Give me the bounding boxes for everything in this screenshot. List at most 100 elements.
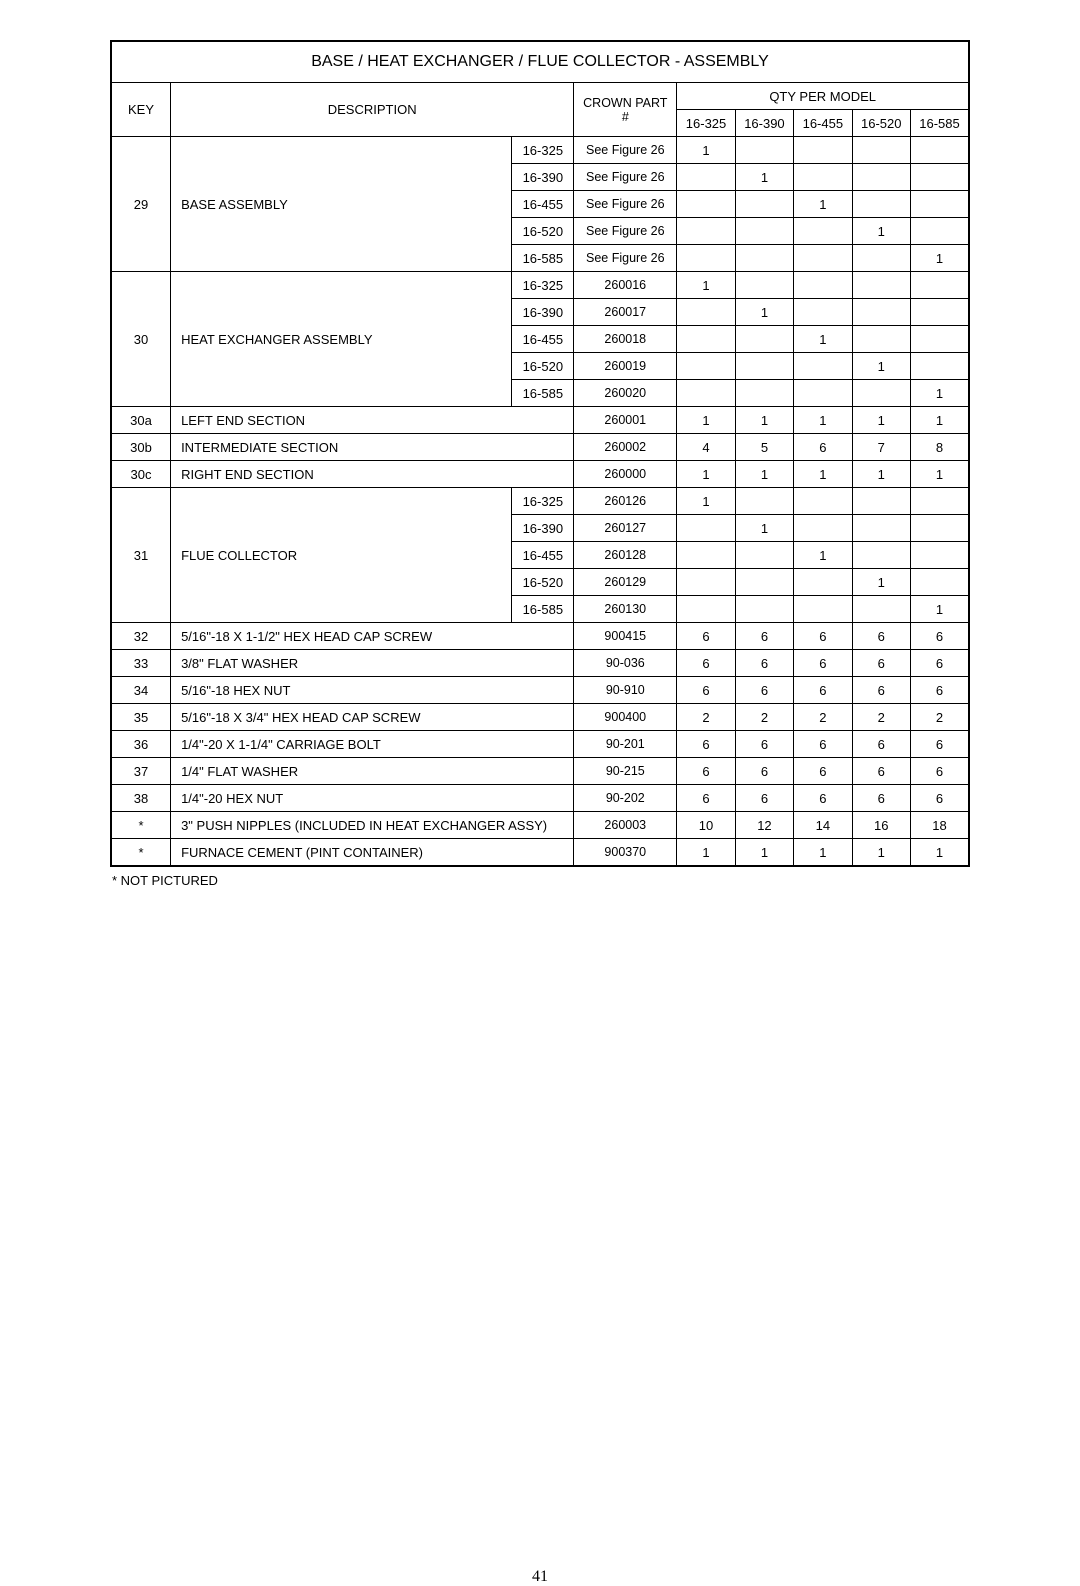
cell-qty [735, 191, 793, 218]
cell-qty: 6 [794, 677, 852, 704]
cell-key: 36 [111, 731, 171, 758]
cell-part: See Figure 26 [574, 137, 677, 164]
cell-qty: 1 [852, 569, 910, 596]
cell-qty [852, 164, 910, 191]
cell-qty: 6 [794, 434, 852, 461]
cell-part: 260003 [574, 812, 677, 839]
table-row: 34 5/16"-18 HEX NUT 90-910 6 6 6 6 6 [111, 677, 969, 704]
cell-qty: 6 [852, 785, 910, 812]
cell-qty [794, 272, 852, 299]
cell-key: * [111, 839, 171, 867]
cell-qty [677, 191, 735, 218]
cell-qty: 1 [910, 245, 969, 272]
cell-qty [677, 596, 735, 623]
cell-part: 260128 [574, 542, 677, 569]
cell-key: * [111, 812, 171, 839]
table-row: 33 3/8" FLAT WASHER 90-036 6 6 6 6 6 [111, 650, 969, 677]
cell-qty [910, 515, 969, 542]
cell-qty: 2 [910, 704, 969, 731]
header-qty-per-model: QTY PER MODEL [677, 83, 969, 110]
cell-key: 29 [111, 137, 171, 272]
cell-qty: 2 [677, 704, 735, 731]
cell-qty [677, 353, 735, 380]
cell-qty: 1 [677, 137, 735, 164]
cell-description: INTERMEDIATE SECTION [171, 434, 574, 461]
cell-qty [677, 515, 735, 542]
cell-qty: 14 [794, 812, 852, 839]
cell-part: 260002 [574, 434, 677, 461]
cell-part: 900400 [574, 704, 677, 731]
cell-model: 16-520 [512, 218, 574, 245]
cell-qty: 1 [852, 839, 910, 867]
header-crown-part: CROWN PART # [574, 83, 677, 137]
cell-part: 260020 [574, 380, 677, 407]
cell-qty [910, 326, 969, 353]
cell-model: 16-455 [512, 542, 574, 569]
cell-key: 34 [111, 677, 171, 704]
header-model-0: 16-325 [677, 110, 735, 137]
cell-qty [677, 326, 735, 353]
cell-qty: 1 [735, 839, 793, 867]
table-row: 36 1/4"-20 X 1-1/4" CARRIAGE BOLT 90-201… [111, 731, 969, 758]
cell-qty [677, 218, 735, 245]
cell-qty: 1 [852, 353, 910, 380]
cell-part: 260129 [574, 569, 677, 596]
cell-qty [910, 164, 969, 191]
cell-qty: 6 [910, 623, 969, 650]
cell-qty [735, 542, 793, 569]
cell-part: 900415 [574, 623, 677, 650]
cell-part: 90-202 [574, 785, 677, 812]
cell-key: 35 [111, 704, 171, 731]
cell-qty: 1 [910, 596, 969, 623]
cell-qty: 1 [794, 191, 852, 218]
cell-qty: 2 [735, 704, 793, 731]
table-row: 30a LEFT END SECTION 260001 1 1 1 1 1 [111, 407, 969, 434]
cell-qty: 6 [794, 731, 852, 758]
cell-description: 3" PUSH NIPPLES (INCLUDED IN HEAT EXCHAN… [171, 812, 574, 839]
cell-qty: 18 [910, 812, 969, 839]
cell-qty: 1 [910, 839, 969, 867]
table-row: 31 FLUE COLLECTOR 16-325 260126 1 [111, 488, 969, 515]
cell-qty [677, 542, 735, 569]
cell-qty: 6 [735, 731, 793, 758]
header-description: DESCRIPTION [171, 83, 574, 137]
cell-qty: 1 [794, 407, 852, 434]
cell-qty [794, 245, 852, 272]
cell-qty [852, 245, 910, 272]
cell-model: 16-325 [512, 488, 574, 515]
header-key: KEY [111, 83, 171, 137]
cell-qty [910, 137, 969, 164]
cell-qty [794, 596, 852, 623]
cell-qty [677, 380, 735, 407]
table-title: BASE / HEAT EXCHANGER / FLUE COLLECTOR -… [111, 41, 969, 83]
cell-qty: 6 [794, 623, 852, 650]
cell-qty [910, 353, 969, 380]
cell-qty [735, 245, 793, 272]
table-title-row: BASE / HEAT EXCHANGER / FLUE COLLECTOR -… [111, 41, 969, 83]
cell-qty [794, 515, 852, 542]
cell-qty: 6 [677, 623, 735, 650]
cell-qty: 1 [852, 461, 910, 488]
cell-qty: 1 [677, 272, 735, 299]
cell-part: 260000 [574, 461, 677, 488]
cell-qty [852, 596, 910, 623]
cell-qty [677, 245, 735, 272]
cell-qty [852, 542, 910, 569]
cell-qty [910, 191, 969, 218]
cell-qty: 6 [677, 785, 735, 812]
cell-part: 900370 [574, 839, 677, 867]
cell-qty [735, 488, 793, 515]
cell-description: FURNACE CEMENT (PINT CONTAINER) [171, 839, 574, 867]
cell-qty [735, 380, 793, 407]
cell-qty: 12 [735, 812, 793, 839]
cell-qty: 6 [852, 677, 910, 704]
cell-qty: 6 [910, 731, 969, 758]
cell-description: FLUE COLLECTOR [171, 488, 512, 623]
cell-qty: 6 [852, 731, 910, 758]
cell-qty: 1 [735, 299, 793, 326]
cell-part: 260016 [574, 272, 677, 299]
cell-qty: 1 [910, 461, 969, 488]
cell-part: 260001 [574, 407, 677, 434]
cell-qty: 16 [852, 812, 910, 839]
cell-qty [910, 488, 969, 515]
